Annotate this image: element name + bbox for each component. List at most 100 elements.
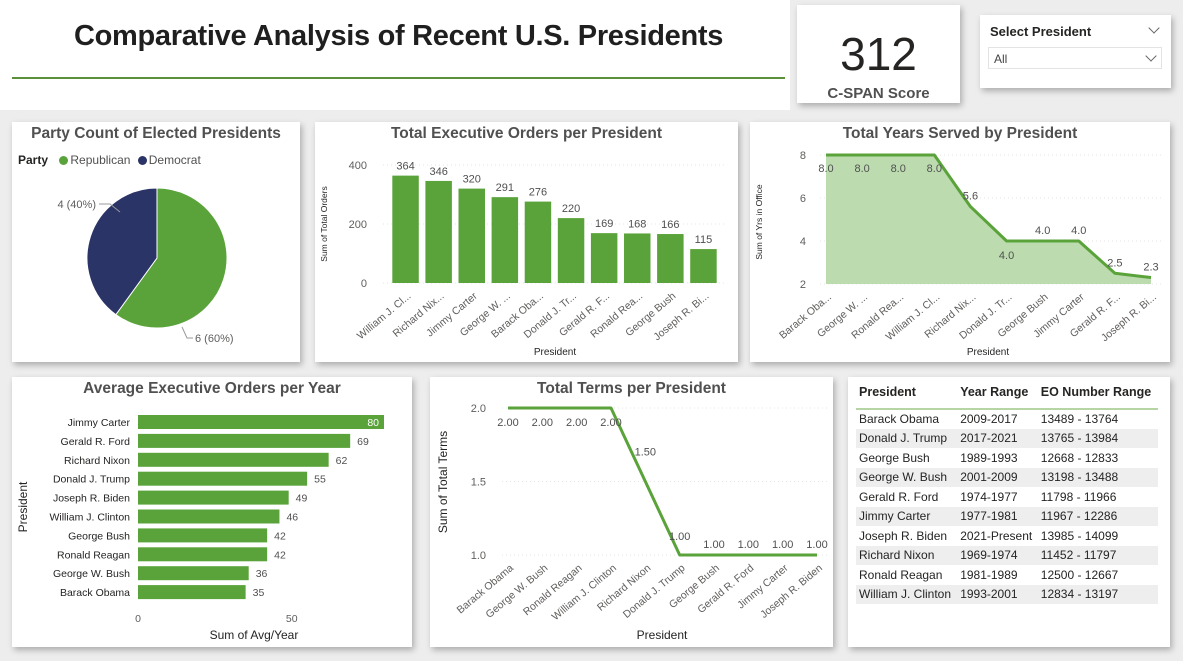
data-point[interactable]	[677, 552, 683, 558]
data-point[interactable]	[814, 552, 820, 558]
y-tick-label: 2	[800, 279, 806, 291]
table-row[interactable]: Gerald R. Ford 1974-1977 11798 - 11966	[856, 487, 1158, 507]
bar[interactable]	[138, 509, 280, 524]
data-point[interactable]	[1040, 238, 1046, 244]
table-header: President Year Range EO Number Range	[856, 381, 1158, 410]
table-cell: 1981-1989	[960, 567, 1018, 582]
data-point[interactable]	[505, 405, 511, 411]
data-label: 168	[628, 218, 646, 230]
slicer-title: Select President	[990, 24, 1092, 39]
table-row[interactable]: Ronald Reagan 1981-1989 12500 - 12667	[856, 565, 1158, 585]
y-tick-label: 400	[349, 160, 367, 172]
column-header[interactable]: President	[856, 381, 958, 410]
table-row[interactable]: George Bush 1989-1993 12668 - 12833	[856, 448, 1158, 468]
table-row[interactable]: Donald J. Trump 2017-2021 13765 - 13984	[856, 428, 1158, 448]
bar[interactable]	[624, 233, 651, 283]
bar[interactable]	[138, 471, 308, 486]
data-point[interactable]	[1076, 238, 1082, 244]
bar[interactable]	[491, 197, 519, 283]
table-cell: 13985 - 14099	[1040, 528, 1119, 543]
data-label: 2.00	[497, 417, 518, 429]
data-point[interactable]	[859, 152, 865, 158]
leader-line	[181, 326, 193, 339]
chart-title: Total Terms per President	[537, 380, 726, 397]
data-label: 55	[314, 474, 326, 486]
table-cell: George Bush	[859, 450, 930, 465]
data-point[interactable]	[967, 204, 973, 210]
y-tick-label: Gerald R. Ford	[61, 436, 131, 448]
table-cell: Jimmy Carter	[856, 506, 958, 526]
data-label: 1.00	[772, 539, 793, 551]
data-label: 220	[562, 203, 580, 215]
column-header[interactable]: Year Range	[957, 381, 1038, 410]
legend-republican[interactable]: Republican	[70, 153, 131, 167]
bar[interactable]	[138, 566, 249, 581]
bar[interactable]	[690, 249, 717, 283]
data-point[interactable]	[823, 152, 829, 158]
table-cell: 2017-2021	[957, 428, 1038, 448]
table-cell: 1993-2001	[957, 584, 1038, 604]
bar[interactable]	[138, 585, 246, 600]
y-axis-title: Sum of Yrs in Office	[754, 184, 764, 260]
series-line	[508, 406, 817, 557]
chevron-down-icon[interactable]	[1148, 22, 1160, 34]
data-point[interactable]	[931, 152, 937, 158]
kpi-card: 312 C-SPAN Score	[797, 5, 960, 103]
data-label: 42	[274, 549, 286, 561]
table-row[interactable]: Richard Nixon 1969-1974 11452 - 11797	[856, 545, 1158, 565]
bar[interactable]	[138, 528, 268, 543]
data-label: 364	[396, 161, 414, 173]
table-row[interactable]: Barack Obama 2009-2017 13489 - 13764	[856, 409, 1158, 429]
bar[interactable]	[138, 415, 384, 429]
data-point[interactable]	[711, 552, 717, 558]
data-point[interactable]	[780, 552, 786, 558]
column-header[interactable]: EO Number Range	[1037, 381, 1158, 410]
x-axis-title: President	[967, 347, 1009, 358]
data-point[interactable]	[745, 552, 751, 558]
data-label: 115	[695, 234, 713, 246]
bar[interactable]	[138, 547, 268, 562]
pie-slice-democrat[interactable]	[86, 187, 158, 316]
data-point[interactable]	[574, 405, 580, 411]
bar[interactable]	[657, 234, 684, 283]
data-label: 2.00	[600, 417, 621, 429]
y-axis-title: Sum of Total Orders	[319, 186, 329, 261]
table-row[interactable]: Joseph R. Biden 2021-Present 13985 - 14099	[856, 526, 1158, 546]
data-point[interactable]	[1148, 275, 1154, 281]
bar[interactable]	[392, 175, 419, 283]
y-tick-label: 6	[800, 193, 806, 205]
pie-slice-republican[interactable]	[115, 187, 228, 329]
bar[interactable]	[557, 218, 585, 283]
table-row[interactable]: Jimmy Carter 1977-1981 11967 - 12286	[856, 506, 1158, 526]
eo-bar-card: Total Executive Orders per President 0 20…	[315, 122, 738, 362]
chevron-down-icon	[1145, 50, 1157, 62]
y-tick-label: George W. Bush	[53, 568, 130, 580]
data-label: 8.0	[927, 163, 942, 175]
slicer-dropdown[interactable]: All	[988, 47, 1162, 69]
table-cell: Joseph R. Biden	[859, 528, 948, 543]
data-point[interactable]	[539, 405, 545, 411]
bar[interactable]	[138, 452, 329, 467]
data-point[interactable]	[895, 152, 901, 158]
data-point[interactable]	[1112, 270, 1118, 276]
legend-democrat[interactable]: Democrat	[148, 153, 201, 167]
table-row[interactable]: George W. Bush 2001-2009 13198 - 13488	[856, 467, 1158, 487]
title-divider	[12, 77, 785, 79]
chart-title: Total Executive Orders per President	[390, 125, 663, 142]
data-point[interactable]	[1004, 238, 1010, 244]
bar[interactable]	[458, 188, 485, 283]
bar[interactable]	[590, 233, 618, 283]
data-point[interactable]	[608, 405, 614, 411]
table-cell: 1969-1974	[957, 545, 1038, 565]
data-label: 166	[661, 219, 679, 231]
bar[interactable]	[138, 490, 289, 505]
table-row[interactable]: William J. Clinton 1993-2001 12834 - 13197	[856, 584, 1158, 604]
bar[interactable]	[425, 180, 452, 283]
y-tick-label: 0	[361, 278, 367, 290]
data-point[interactable]	[642, 479, 648, 485]
bar[interactable]	[524, 201, 552, 283]
table-cell: 13765 - 13984	[1037, 428, 1158, 448]
data-label: 8.0	[818, 163, 833, 175]
bar[interactable]	[138, 433, 351, 448]
data-label: 4.0	[1035, 225, 1050, 237]
